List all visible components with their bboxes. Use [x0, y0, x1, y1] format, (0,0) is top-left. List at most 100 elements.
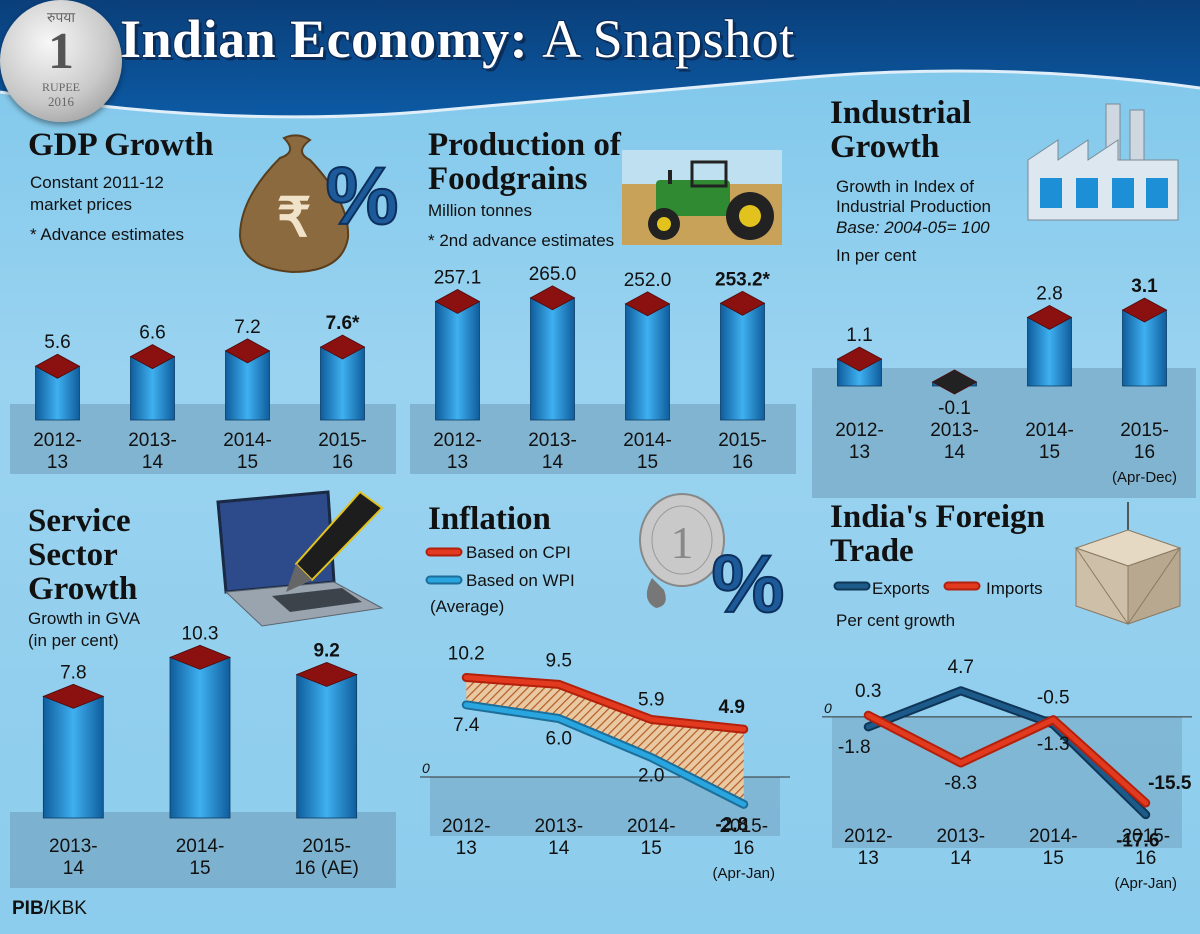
food-bar-top-1	[529, 285, 576, 311]
tractor-icon	[622, 150, 782, 245]
gdp-bar-0	[34, 353, 81, 421]
inflation-category-label-3-0: 2015-	[719, 816, 768, 837]
service-sub2: (in per cent)	[28, 631, 119, 650]
trade-category-label-0-0: 2012-	[844, 826, 893, 847]
industrial-bar-top-0	[836, 346, 883, 372]
food-category-label-0-0: 2012-	[433, 430, 482, 451]
inflation-series0-label-2: 5.9	[638, 689, 664, 710]
gdp-bar-top-0	[34, 353, 81, 379]
service-chart: 7.8 2013-14 10.3 2014-15 9.2 2015-16 (AE)	[10, 623, 396, 888]
coin-balloon-icon: 1 %	[639, 493, 785, 631]
food-note: * 2nd advance estimates	[428, 231, 615, 250]
trade-category-label-0-1: 13	[858, 848, 879, 869]
legend-trade-swatches	[833, 581, 981, 591]
food-bar-top-0	[434, 289, 481, 314]
food-heading1: Production of	[428, 127, 621, 163]
legend-cpi-swatch	[425, 547, 463, 585]
service-bar-top-2	[295, 662, 358, 687]
inflation-line-0	[463, 675, 747, 732]
svg-text:1: 1	[671, 517, 694, 568]
gdp-bar-3	[319, 334, 366, 421]
food-category-label-1-0: 2013-	[528, 430, 577, 451]
industrial-sub2: Industrial Production	[836, 197, 991, 216]
food-category-label-2-1: 15	[637, 452, 658, 473]
gdp-bar-top-3	[319, 334, 366, 360]
trade-period-label: (Apr-Jan)	[1114, 875, 1177, 892]
trade-series1-label-0: 0.3	[855, 681, 881, 702]
industrial-bar-front-3	[1122, 309, 1167, 387]
gdp-bar-2	[224, 338, 271, 421]
page-title: Indian Economy: A Snapshot	[120, 9, 795, 69]
svg-text:%: %	[326, 151, 399, 242]
inflation-heading: Inflation	[428, 501, 551, 537]
food-value-label-2: 252.0	[624, 270, 672, 291]
industrial-category-label-1-0: 2013-	[930, 420, 979, 441]
svg-text:%: %	[712, 539, 785, 630]
trade-category-label-1-0: 2013-	[936, 826, 985, 847]
inflation-category-label-3-1: 16	[733, 838, 754, 859]
header-banner	[0, 0, 1200, 119]
trade-chart: 0 -1.8 4.7 -1.3 -17.6 0.3 -8.3 -0.5 -15.5 2012-13…	[822, 657, 1192, 892]
gdp-bar-1	[129, 344, 176, 421]
gdp-category-label-0-0: 2012-	[33, 430, 82, 451]
industrial-bar-top-3	[1121, 297, 1168, 323]
service-category-label-2-0: 2015-	[302, 836, 351, 857]
trade-series0-label-2: -1.3	[1037, 734, 1070, 755]
legend-exports: Exports	[872, 579, 930, 598]
legend-imports: Imports	[986, 579, 1043, 598]
inflation-line-1	[463, 702, 747, 807]
food-category-label-3-1: 16	[732, 452, 753, 473]
food-value-label-1: 265.0	[529, 264, 577, 285]
trade-series1-label-1: -8.3	[944, 773, 977, 794]
inflation-category-label-1-1: 14	[548, 838, 570, 859]
service-category-label-2-1: 16 (AE)	[294, 858, 358, 879]
coin-year: 2016	[48, 94, 74, 109]
coin-rupee: RUPEE	[41, 80, 80, 94]
gdp-category-label-0-1: 13	[47, 452, 68, 473]
food-bar-2	[624, 291, 671, 421]
gdp-category-label-3-0: 2015-	[318, 430, 367, 451]
inflation-series0-label-3: 4.9	[719, 697, 745, 718]
service-category-label-1-0: 2014-	[176, 836, 225, 857]
industrial-bar-0	[836, 346, 883, 387]
food-category-label-2-0: 2014-	[623, 430, 672, 451]
trade-unit: Per cent growth	[836, 611, 956, 630]
industrial-value-label-2: 2.8	[1036, 283, 1062, 304]
trade-line-0	[865, 688, 1149, 818]
gdp-category-label-2-0: 2014-	[223, 430, 272, 451]
gdp-sub1: Constant 2011-12	[30, 173, 164, 192]
service-category-label-0-1: 14	[63, 858, 85, 879]
service-bar-top-0	[42, 683, 105, 709]
service-sub1: Growth in GVA	[28, 609, 141, 628]
inflation-gap-band	[466, 677, 744, 805]
trade-line-1	[865, 712, 1149, 806]
inflation-series1-label-0: 7.4	[453, 715, 480, 736]
cargo-crate-icon	[1074, 502, 1182, 625]
trade-series1-label-3: -15.5	[1148, 773, 1192, 794]
trade-category-label-3-1: 16	[1135, 848, 1156, 869]
food-bar-front-1	[530, 297, 575, 421]
industrial-category-label-3-1: 16	[1134, 442, 1155, 463]
industrial-bar-top-1	[931, 369, 978, 395]
industrial-bar-top-2	[1026, 304, 1073, 330]
food-bar-front-0	[435, 301, 480, 421]
inflation-chart: 010.2 9.55.9 4.97.46.02.0-2.82012-132013-1…	[420, 644, 790, 882]
industrial-base: Base: 2004-05= 100	[836, 218, 990, 237]
legend-cpi: Based on CPI	[466, 543, 571, 562]
industrial-heading1: Industrial	[830, 95, 972, 131]
industrial-unit: In per cent	[836, 246, 917, 265]
inflation-category-label-1-0: 2013-	[534, 816, 583, 837]
inflation-category-label-2-0: 2014-	[627, 816, 676, 837]
service-value-label-2: 9.2	[313, 640, 339, 661]
industrial-sub1: Growth in Index of	[836, 177, 974, 196]
service-bar-front-2	[296, 674, 358, 819]
inflation-series1-label-3: -2.8	[715, 814, 748, 835]
industrial-category-label-2-1: 15	[1039, 442, 1060, 463]
industrial-value-label-1: -0.1	[938, 398, 971, 419]
trade-zero-label: 0	[824, 700, 832, 716]
trade-category-label-2-1: 15	[1043, 848, 1064, 869]
money-bag-icon: ₹ %	[238, 134, 399, 274]
coin-text-top: रुपया	[46, 11, 76, 26]
food-category-label-0-1: 13	[447, 452, 468, 473]
